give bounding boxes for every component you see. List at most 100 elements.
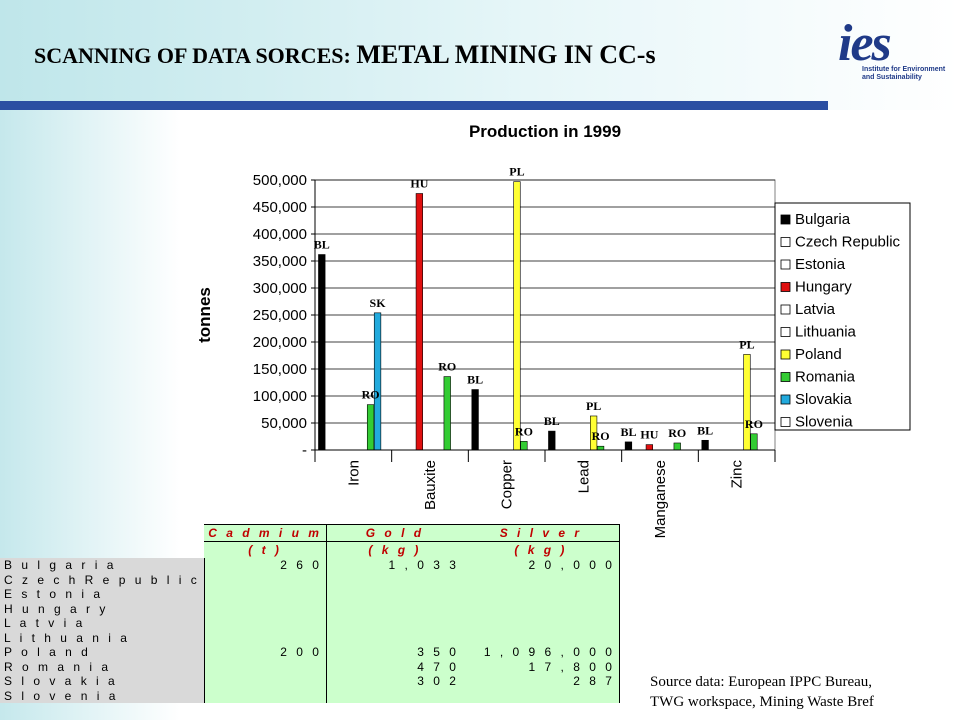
data-label: PL: [586, 399, 601, 413]
silver-cell: [462, 601, 620, 616]
country-cell: E s t o n i a: [0, 587, 205, 602]
x-tick-label: Copper: [499, 460, 516, 509]
ies-logo: ies Institute for Environment and Sustai…: [838, 14, 950, 92]
table-header-row-1: C a d m i u m G o l d S i l v e r: [0, 524, 620, 542]
legend-entry: Lithuania: [795, 324, 857, 341]
gold-cell: [326, 616, 463, 631]
legend-swatch: [780, 237, 791, 247]
logo-text: Institute for Environment and Sustainabi…: [862, 66, 946, 81]
gold-cell: 3 0 2: [326, 674, 463, 689]
silver-cell: 2 8 7: [462, 674, 620, 689]
bar: [701, 439, 709, 451]
silver-cell: 1 , 0 9 6 , 0 0 0: [462, 645, 620, 660]
header-gold-unit: ( k g ): [326, 541, 463, 558]
source-line-1: Source data: European IPPC Bureau,: [650, 674, 873, 690]
y-tick-label: 100,000: [253, 388, 307, 405]
header-background: [0, 0, 960, 110]
chart-title: Production in 1999: [469, 122, 621, 141]
gold-cell: 3 5 0: [326, 645, 463, 660]
gold-cell: [326, 630, 463, 645]
bar: [373, 312, 382, 451]
y-axis-label: tonnes: [195, 287, 214, 343]
bar: [415, 193, 423, 451]
legend-swatch: [780, 372, 791, 382]
cadmium-cell: [204, 630, 327, 645]
y-tick-label: 200,000: [253, 334, 307, 351]
bar: [513, 181, 521, 451]
legend-swatch: [780, 259, 791, 270]
cadmium-cell: [204, 587, 327, 602]
data-label: RO: [438, 360, 456, 374]
silver-cell: [462, 616, 620, 631]
country-cell: S l o v e n i a: [0, 688, 205, 703]
slide-title: SCANNING OF DATA SORCES: METAL MINING IN…: [34, 40, 656, 70]
silver-cell: [462, 630, 620, 645]
header-silver-unit: ( k g ): [462, 541, 620, 558]
silver-cell: [462, 688, 620, 703]
cadmium-cell: [204, 616, 327, 631]
cadmium-cell: [204, 688, 327, 703]
metals-table: C a d m i u m G o l d S i l v e r ( t ) …: [0, 524, 620, 703]
production-chart: - 50,000 100,000 150,000 200,000 250,000 300,0…: [195, 122, 911, 538]
legend-entry: Poland: [795, 346, 842, 363]
data-label: PL: [739, 337, 754, 351]
cadmium-cell: [204, 601, 327, 616]
table-row: H u n g a r y: [0, 601, 620, 616]
country-cell: L a t v i a: [0, 616, 205, 631]
y-tick-label: -: [302, 442, 307, 459]
y-tick-label: 350,000: [253, 253, 307, 270]
legend-swatch: [780, 394, 791, 405]
bar: [520, 441, 528, 451]
cadmium-cell: 2 0 0: [204, 645, 327, 660]
legend-entry: Bulgaria: [795, 211, 851, 228]
table-corner: [0, 525, 204, 542]
title-prefix: SCANNING OF DATA SORCES:: [34, 43, 357, 68]
data-label: BL: [467, 373, 483, 387]
data-label: RO: [362, 388, 380, 402]
legend-entry: Estonia: [795, 256, 846, 273]
x-tick-label: Bauxite: [422, 460, 439, 510]
legend-entry: Czech Republic: [795, 234, 901, 251]
country-cell: B u l g a r i a: [0, 558, 205, 573]
table-row: L a t v i a: [0, 616, 620, 631]
bar: [318, 254, 326, 451]
header-silver: S i l v e r: [462, 524, 620, 542]
bar: [750, 433, 758, 451]
bar: [471, 389, 479, 451]
cadmium-cell: [204, 659, 327, 674]
cadmium-cell: [204, 572, 327, 587]
gold-cell: [326, 688, 463, 703]
header-cadmium: C a d m i u m: [204, 524, 327, 542]
legend-swatch: [780, 349, 791, 360]
source-note: Source data: European IPPC Bureau, TWG w…: [650, 672, 874, 712]
data-label: SK: [370, 296, 387, 310]
bar: [645, 444, 653, 451]
legend-swatch: [780, 214, 791, 225]
gold-cell: [326, 587, 463, 602]
data-label: RO: [745, 417, 763, 431]
bar: [624, 441, 633, 451]
table-header-row-2: ( t ) ( k g ) ( k g ): [0, 541, 620, 558]
legend-entry: Romania: [795, 369, 856, 386]
gold-cell: [326, 601, 463, 616]
legend-entry: Slovenia: [795, 414, 853, 431]
bar: [596, 445, 605, 451]
data-label: RO: [668, 426, 686, 440]
title-divider: [0, 101, 828, 110]
bar: [548, 430, 556, 451]
silver-cell: 2 0 , 0 0 0: [462, 558, 620, 573]
legend-swatch: [780, 304, 791, 315]
legend-swatch: [780, 282, 791, 292]
header-gold: G o l d: [326, 524, 463, 542]
x-tick-label: Zinc: [729, 460, 746, 489]
legend-box: [774, 202, 911, 431]
y-tick-label: 450,000: [253, 199, 307, 216]
bar: [443, 376, 451, 451]
gold-cell: 1 , 0 3 3: [326, 558, 463, 573]
country-cell: L i t h u a n i a: [0, 630, 205, 645]
gold-cell: [326, 572, 463, 587]
